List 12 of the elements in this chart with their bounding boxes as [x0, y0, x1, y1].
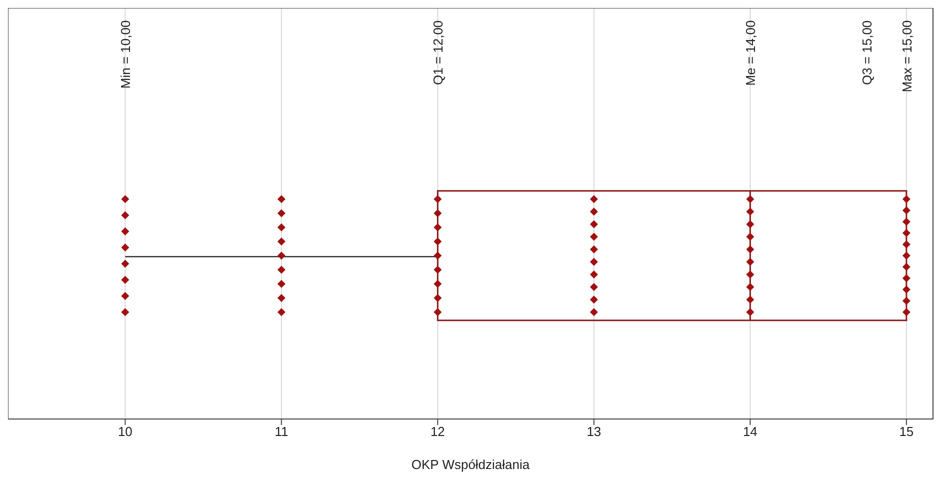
annotation: Q3 = 15,00	[859, 20, 874, 86]
x-tick-label: 12	[430, 424, 445, 440]
x-tick-label: 13	[586, 424, 602, 440]
annotation: Me = 14,00	[743, 20, 758, 86]
annotation: Q1 = 12,00	[430, 20, 446, 86]
x-axis-title: OKP Współdziałania	[411, 457, 530, 472]
annotation: Max = 15,00	[899, 20, 914, 92]
x-tick-label: 11	[274, 424, 288, 440]
x-tick-label: 14	[742, 424, 758, 440]
x-tick-label: 10	[118, 424, 132, 440]
x-tick-label: 15	[899, 424, 914, 440]
annotation: Min = 10,00	[118, 20, 134, 89]
